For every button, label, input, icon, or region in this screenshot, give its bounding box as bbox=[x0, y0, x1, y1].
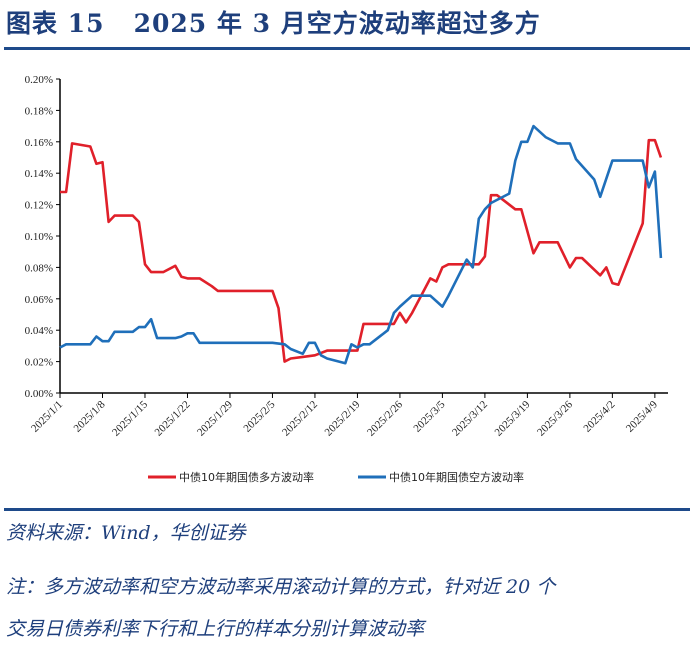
line-chart: 0.00% 0.02% 0.04% 0.06% 0.08% 0.10% 0.12% 0.14%… bbox=[25, 74, 668, 484]
x-tick-label: 2025/2/5 bbox=[241, 398, 277, 434]
x-tick-label: 2025/3/12 bbox=[450, 399, 490, 439]
x-tick-label: 2025/2/12 bbox=[280, 399, 320, 439]
legend-label-2: 中债10年期国债空方波动率 bbox=[389, 470, 524, 484]
source-text: 资料来源：Wind，华创证券 bbox=[6, 522, 246, 544]
x-tick-label: 2025/1/22 bbox=[153, 399, 193, 439]
y-tick-label: 0.18% bbox=[25, 105, 53, 117]
series-line-1 bbox=[60, 138, 663, 363]
note-line-2: 交易日债券利率下行和上行的样本分别计算波动率 bbox=[6, 618, 425, 640]
x-tick-label: 2025/3/26 bbox=[535, 398, 575, 438]
x-tick-label: 2025/2/19 bbox=[323, 398, 363, 438]
y-tick-label: 0.10% bbox=[25, 231, 53, 243]
x-tick-label: 2025/3/5 bbox=[411, 398, 447, 434]
y-tick-label: 0.06% bbox=[25, 294, 53, 306]
x-tick-label: 2025/3/19 bbox=[492, 398, 532, 438]
figure-title: 图表 15 2025 年 3 月空方波动率超过多方 bbox=[6, 9, 541, 38]
x-tick-label: 2025/2/26 bbox=[365, 398, 405, 438]
title-divider bbox=[4, 47, 690, 50]
y-tick-label: 0.02% bbox=[25, 357, 53, 369]
x-tick-label: 2025/4/9 bbox=[624, 398, 660, 434]
x-tick-label: 2025/1/29 bbox=[195, 398, 235, 438]
note-line-1: 注：多方波动率和空方波动率采用滚动计算的方式，针对近 20 个 bbox=[6, 576, 556, 598]
y-tick-label: 0.00% bbox=[25, 388, 53, 400]
y-tick-label: 0.20% bbox=[25, 74, 53, 86]
y-tick-label: 0.14% bbox=[25, 168, 53, 180]
y-tick-label: 0.04% bbox=[25, 325, 53, 337]
series-line-2 bbox=[59, 124, 663, 365]
legend-label-1: 中债10年期国债多方波动率 bbox=[179, 470, 314, 484]
x-tick-label: 2025/1/1 bbox=[29, 399, 65, 435]
y-tick-label: 0.08% bbox=[25, 262, 53, 274]
x-tick-label: 2025/1/15 bbox=[110, 398, 150, 438]
x-tick-label: 2025/1/8 bbox=[71, 398, 107, 434]
y-tick-label: 0.12% bbox=[25, 200, 53, 212]
footer-divider bbox=[4, 508, 690, 511]
x-tick-label: 2025/4/2 bbox=[581, 399, 617, 435]
y-tick-label: 0.16% bbox=[25, 137, 53, 149]
